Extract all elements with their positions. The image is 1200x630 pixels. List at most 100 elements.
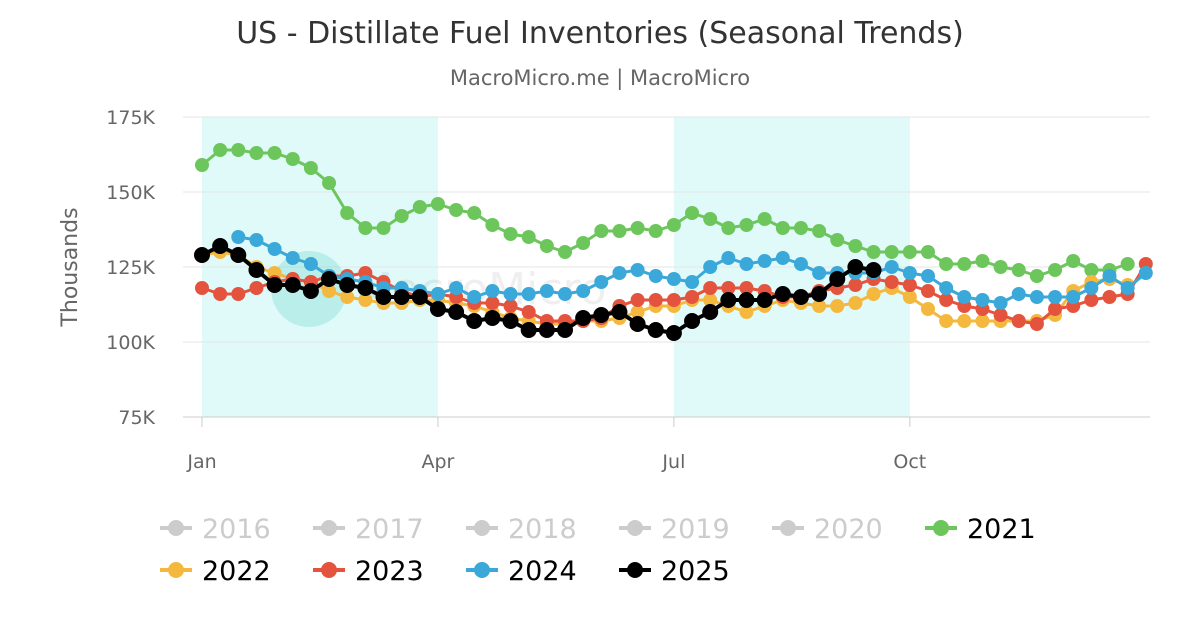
data-point-2024 [594,275,609,289]
legend-item-2023: 2023 [313,556,424,587]
data-point-2023 [195,281,209,295]
data-point-2021 [467,206,482,220]
legend-label: 2020 [814,514,883,545]
legend-label: 2019 [661,514,730,545]
series-line-2021 [201,148,1129,278]
data-point-2024 [630,263,645,277]
data-point-2025 [720,292,737,308]
data-point-2021 [376,221,391,235]
legend-label: 2025 [661,556,730,587]
data-point-2022 [812,299,827,313]
data-point-2025 [375,289,392,305]
data-point-2024 [521,287,536,301]
data-point-2023 [666,293,681,307]
data-point-2024 [467,290,482,304]
chart-title: US - Distillate Fuel Inventories (Season… [236,16,964,51]
data-point-2021 [267,146,282,160]
data-point-2021 [449,203,464,217]
data-point-2024 [1138,266,1153,280]
data-point-2024 [775,251,790,265]
legend: 2016 2017 2018 2019 2020 2021 2022 2023 2024 2025 [160,514,1036,587]
data-point-2024 [449,281,464,295]
data-point-2021 [793,221,808,235]
data-point-2021 [412,200,427,214]
data-point-2021 [594,224,609,238]
chart-subtitle: MacroMicro.me | MacroMicro [450,66,750,91]
legend-swatch-marker [627,562,643,578]
data-point-2021 [648,224,663,238]
data-point-2023 [630,293,645,307]
x-tick-label: Oct [893,451,926,473]
data-point-2024 [231,230,246,244]
data-point-2024 [757,254,772,268]
data-point-2021 [249,146,264,160]
data-point-2025 [484,310,501,326]
data-point-2024 [648,269,663,283]
data-point-2024 [793,257,808,271]
data-point-2021 [521,230,536,244]
data-point-2021 [612,224,627,238]
legend-item-2022: 2022 [160,556,271,587]
gridlines [183,116,1150,418]
data-point-2021 [485,218,500,232]
y-tick-label: 125K [106,257,155,279]
data-point-2023 [1011,314,1026,328]
data-point-2024 [1029,290,1044,304]
legend-swatch-marker [474,520,490,536]
legend-item-2017: 2017 [313,514,424,545]
data-point-2023 [685,290,700,304]
data-point-2021 [213,143,228,157]
data-point-2023 [739,281,754,295]
data-point-2023 [249,281,264,295]
legend-item-2020: 2020 [772,514,883,545]
data-point-2025 [847,259,864,275]
data-point-2021 [576,236,591,250]
data-point-2021 [739,218,754,232]
data-point-2021 [630,221,645,235]
data-point-2024 [957,290,972,304]
legend-swatch-marker [168,520,184,536]
data-point-2023 [485,296,500,310]
data-point-2021 [503,227,518,241]
data-point-2025 [738,292,755,308]
data-point-2025 [593,307,610,323]
data-point-2021 [358,221,373,235]
data-point-2023 [1084,293,1099,307]
data-point-2022 [975,314,990,328]
data-point-2025 [629,316,646,332]
series-2025 [194,238,882,341]
legend-swatch-marker [474,562,490,578]
data-point-2021 [539,239,554,253]
data-point-2022 [902,290,917,304]
legend-label: 2024 [508,556,577,587]
data-point-2022 [957,314,972,328]
data-point-2021 [340,206,355,220]
data-point-2025 [339,277,356,293]
data-point-2021 [902,245,917,259]
data-point-2024 [703,260,718,274]
data-point-2023 [703,281,718,295]
data-point-2022 [830,299,845,313]
data-point-2023 [902,278,917,292]
data-point-2021 [1029,269,1044,283]
legend-label: 2016 [202,514,271,545]
data-point-2021 [939,257,954,271]
legend-item-2019: 2019 [619,514,730,545]
data-point-2024 [993,296,1008,310]
data-point-2021 [848,239,863,253]
data-point-2023 [1048,302,1063,316]
legend-label: 2023 [355,556,424,587]
data-point-2023 [848,278,863,292]
data-point-2022 [866,287,881,301]
data-point-2023 [939,293,954,307]
data-point-2022 [340,290,355,304]
y-tick-label: 150K [106,182,155,204]
data-point-2024 [249,233,264,247]
x-tick-label: Jul [661,451,685,473]
data-point-2023 [1029,317,1044,331]
data-point-2023 [521,305,536,319]
data-point-2024 [739,257,754,271]
y-tick-label: 175K [106,107,155,129]
data-point-2023 [1102,290,1117,304]
data-point-2021 [1120,257,1135,271]
